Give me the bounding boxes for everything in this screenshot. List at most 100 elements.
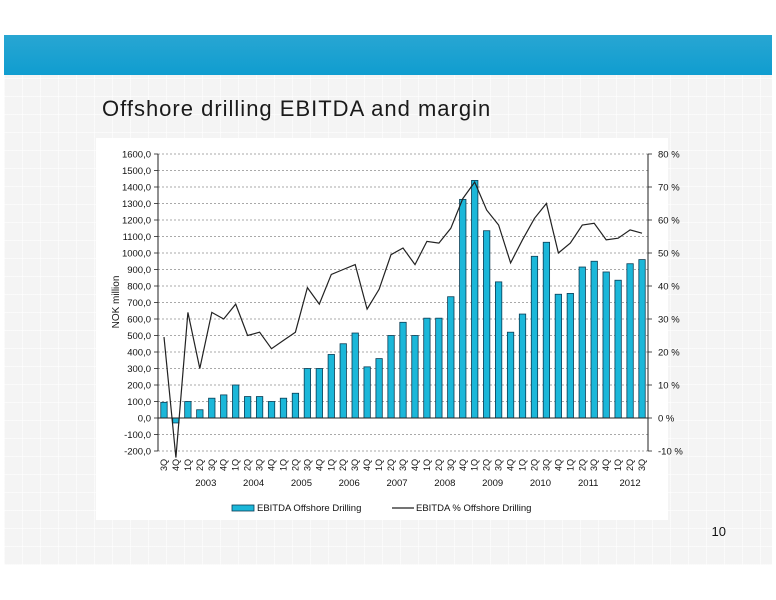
bar [590, 260, 598, 419]
bar-series [160, 179, 646, 424]
x-tick-label: 2Q [243, 459, 253, 471]
bar [291, 392, 300, 419]
y2-tick-label: 20 % [658, 348, 680, 359]
y2-tick-label: 70 % [658, 183, 680, 194]
bar [363, 366, 371, 419]
y-tick-label: 900,0 [127, 265, 151, 276]
bar [327, 354, 335, 419]
x-tick-label: 3Q [255, 459, 265, 471]
year-label: 2003 [195, 478, 216, 489]
bar [447, 296, 455, 419]
year-label: 2010 [530, 478, 551, 489]
left-axis-tick-labels: 1600,0 1500,0 1400,0 1300,0 1200,0 1100,0 1000… [122, 150, 158, 458]
year-label: 2004 [243, 478, 264, 489]
y2-tick-label: 50 % [658, 249, 680, 260]
x-tick-label: 3Q [446, 459, 456, 471]
x-tick-label: 1Q [518, 459, 528, 471]
y-tick-label: 1200,0 [122, 216, 151, 227]
legend: EBITDA Offshore Drilling EBITDA % Offsho… [231, 503, 531, 514]
x-tick-label: 4Q [553, 459, 563, 471]
bar [267, 401, 276, 419]
x-tick-label: 2Q [338, 459, 348, 471]
y2-tick-label: 40 % [658, 282, 680, 293]
legend-label-line: EBITDA % Offshore Drilling [416, 503, 531, 514]
y-tick-label: 1100,0 [123, 232, 151, 243]
x-tick-label: 2Q [386, 459, 396, 471]
x-tick-label: 1Q [613, 459, 623, 471]
y-tick-label: -100,0 [124, 430, 151, 441]
y2-tick-label: 0 % [658, 414, 675, 425]
x-tick-label: 1Q [278, 459, 288, 471]
bar [279, 397, 288, 419]
x-tick-label: 2Q [577, 459, 587, 471]
x-axis-tick-labels: 3Q 4Q 1Q 2Q 3Q 4Q 1Q 2Q 3Q 4Q 1Q 2Q 3Q 4Q 1Q 2Q 3Q 4Q 1Q 2Q… [159, 459, 647, 471]
y-tick-label: -200,0 [124, 447, 151, 458]
bar [220, 394, 228, 419]
bar [196, 409, 204, 419]
y-axis-label: NOK million [111, 276, 122, 329]
x-tick-label: 4Q [362, 459, 372, 471]
x-tick-label: 4Q [601, 459, 611, 471]
bar [638, 259, 646, 419]
legend-label-bar: EBITDA Offshore Drilling [257, 503, 361, 514]
bar [244, 396, 252, 419]
y-tick-label: 1500,0 [122, 166, 151, 177]
bar [184, 401, 192, 419]
bar [423, 317, 431, 419]
y-tick-label: 300,0 [127, 364, 151, 375]
bar [506, 331, 515, 419]
x-tick-label: 3Q [541, 459, 551, 471]
y-tick-label: 700,0 [127, 298, 151, 309]
bar [208, 397, 216, 419]
x-tick-label: 1Q [422, 459, 432, 471]
x-tick-label: 4Q [314, 459, 324, 471]
bar [471, 179, 479, 419]
bar [232, 384, 240, 419]
bar [530, 255, 539, 419]
bar [518, 313, 527, 419]
year-labels: 2003 2004 2005 2006 2007 2008 2009 2010 2011 2012 [195, 478, 640, 489]
y-tick-label: 1300,0 [122, 199, 151, 210]
y2-tick-label: -10 % [658, 447, 683, 458]
slide-title: Offshore drilling EBITDA and margin [102, 96, 492, 121]
bar [542, 241, 551, 419]
legend-swatch-bar [231, 504, 255, 512]
x-tick-label: 4Q [506, 459, 516, 471]
bar [351, 332, 359, 419]
bar [459, 198, 467, 419]
header-banner [4, 35, 772, 75]
x-tick-label: 3Q [398, 459, 408, 471]
y2-tick-label: 60 % [658, 216, 680, 227]
bar [554, 293, 562, 419]
x-tick-label: 1Q [470, 459, 480, 471]
bar [387, 335, 395, 419]
ebitda-margin-line [163, 180, 643, 458]
x-tick-label: 1Q [231, 459, 241, 471]
bar [495, 281, 503, 419]
x-tick-label: 2Q [195, 459, 205, 471]
y-tick-label: 100,0 [127, 397, 151, 408]
year-label: 2005 [291, 478, 312, 489]
bar [255, 396, 264, 419]
x-tick-label: 2Q [482, 459, 492, 471]
x-tick-label: 3Q [350, 459, 360, 471]
x-tick-label: 1Q [326, 459, 336, 471]
bar [411, 335, 419, 419]
x-tick-label: 2Q [625, 459, 635, 471]
year-label: 2012 [620, 478, 641, 489]
year-label: 2008 [434, 478, 455, 489]
bar [399, 321, 407, 419]
bar [315, 368, 323, 419]
bar [160, 401, 168, 419]
x-tick-label: 2Q [434, 459, 444, 471]
y-tick-label: 800,0 [127, 282, 151, 293]
y-tick-label: 0,0 [138, 414, 151, 425]
y-tick-label: 400,0 [127, 348, 151, 359]
y-tick-label: 1000,0 [122, 249, 151, 260]
bar [614, 279, 622, 419]
bar [578, 266, 586, 419]
y-tick-label: 1400,0 [122, 183, 151, 194]
bar [339, 343, 347, 419]
x-tick-label: 2Q [529, 459, 539, 471]
